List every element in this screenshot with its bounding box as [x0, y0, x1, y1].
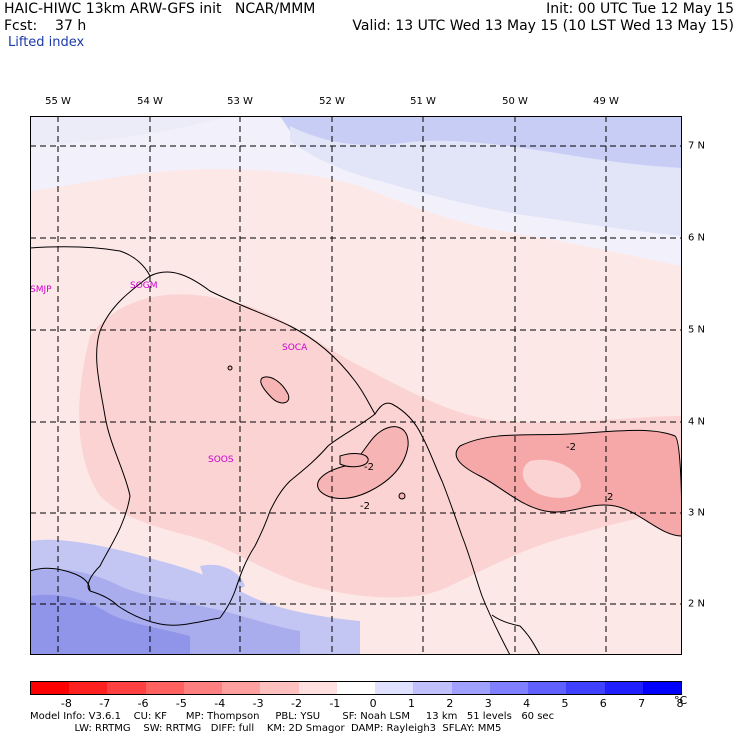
plot-title: HAIC-HIWC 13km ARW-GFS init NCAR/MMM [4, 1, 316, 17]
colorbar-tick-label: -2 [290, 697, 302, 710]
lon-label: 49 W [593, 96, 619, 107]
colorbar-swatch [413, 682, 452, 694]
colorbar-swatch [528, 682, 567, 694]
colorbar-swatch [489, 682, 529, 694]
model-info-line-1: Model Info: V3.6.1 CU: KF MP: Thompson P… [30, 711, 555, 722]
colorbar-swatch [375, 682, 414, 694]
colorbar-tick-label: -7 [99, 697, 111, 710]
field-region-positive-0 [290, 126, 682, 236]
colorbar-swatch [107, 682, 146, 694]
lon-label: 50 W [502, 96, 528, 107]
contour-label: -2 [566, 442, 576, 453]
colorbar-tick-label: 7 [638, 697, 646, 710]
colorbar-tick-label: 5 [561, 697, 569, 710]
colorbar-swatch [183, 682, 223, 694]
colorbar-swatch [298, 682, 337, 694]
lon-label: 54 W [137, 96, 163, 107]
lon-label: 51 W [410, 96, 436, 107]
border-guyane-brazil [491, 614, 541, 655]
coastline-guiana [149, 271, 511, 655]
model-info-line-2: LW: RRTMG SW: RRTMG DIFF: full KM: 2D Sm… [30, 723, 502, 734]
colorbar-swatch [31, 682, 70, 694]
field-background [360, 611, 682, 655]
colorbar-tick-label: 1 [408, 697, 416, 710]
contour-minus-2-small [260, 376, 290, 404]
lat-label: 7 N [688, 140, 706, 152]
colorbar-swatch [604, 682, 643, 694]
lat-label: 2 N [688, 598, 706, 610]
map-frame [30, 116, 682, 655]
colorbar-tick-label: 6 [599, 697, 607, 710]
forecast-hour: Fcst: 37 h [4, 18, 87, 34]
lat-label: 4 N [688, 416, 706, 428]
station-label: SOOS [208, 455, 234, 465]
colorbar-tick-label: -4 [214, 697, 226, 710]
contour-label: -2 [360, 501, 370, 512]
colorbar-swatch [642, 682, 681, 694]
colorbar-tick-label: -6 [137, 697, 149, 710]
colorbar-swatch [222, 682, 261, 694]
contour-minus-2-dot [398, 492, 406, 500]
colorbar-swatch [566, 682, 605, 694]
field-region-negative-1 [522, 459, 581, 498]
contour-minus-2-small [339, 453, 369, 468]
contour-label: 2 [607, 492, 613, 503]
station-label: SMJP [30, 285, 52, 295]
valid-time: Valid: 13 UTC Wed 13 May 15 (10 LST Wed … [352, 18, 734, 34]
border-suriname-guyane [219, 413, 376, 619]
lifted-index-map: 2 -2 -2 -2 SMJP SOGM SOCA SOOS [30, 116, 682, 655]
border-guyana-south [30, 567, 91, 592]
colorbar-swatch [260, 682, 299, 694]
colorbar-tick-label: 3 [484, 697, 492, 710]
lon-label: 55 W [45, 96, 71, 107]
station-label: SOGM [130, 281, 158, 291]
station-label: SOCA [282, 343, 308, 353]
graticule [30, 116, 682, 655]
colorbar [30, 681, 682, 695]
colorbar-swatch [336, 682, 376, 694]
colorbar-swatch [451, 682, 490, 694]
lon-label: 52 W [319, 96, 345, 107]
colorbar-unit: °C [674, 694, 688, 707]
border-suriname-west [30, 246, 151, 592]
colorbar-tick-label: -1 [329, 697, 341, 710]
colorbar-swatch [145, 682, 184, 694]
field-region-positive-0 [30, 116, 230, 146]
lon-label: 53 W [227, 96, 253, 107]
colorbar-tick-label: -3 [252, 697, 264, 710]
lat-label: 5 N [688, 324, 706, 336]
colorbar-tick-label: 4 [523, 697, 531, 710]
field-region-positive-2 [200, 564, 245, 591]
lat-label: 6 N [688, 232, 706, 244]
lat-label: 3 N [688, 507, 706, 519]
colorbar-tick-label: 8 [676, 697, 684, 710]
contour-label: -2 [364, 462, 374, 473]
init-time: Init: 00 UTC Tue 12 May 15 [546, 1, 734, 17]
colorbar-tick-label: 0 [369, 697, 377, 710]
colorbar-tick-label: -8 [60, 697, 72, 710]
colorbar-tick-label: -5 [175, 697, 187, 710]
border-suriname-south [89, 590, 221, 626]
colorbar-tick-label: 2 [446, 697, 454, 710]
colorbar-swatch [69, 682, 108, 694]
field-name: Lifted index [8, 35, 85, 50]
contour-minus-2-dot [227, 365, 233, 371]
